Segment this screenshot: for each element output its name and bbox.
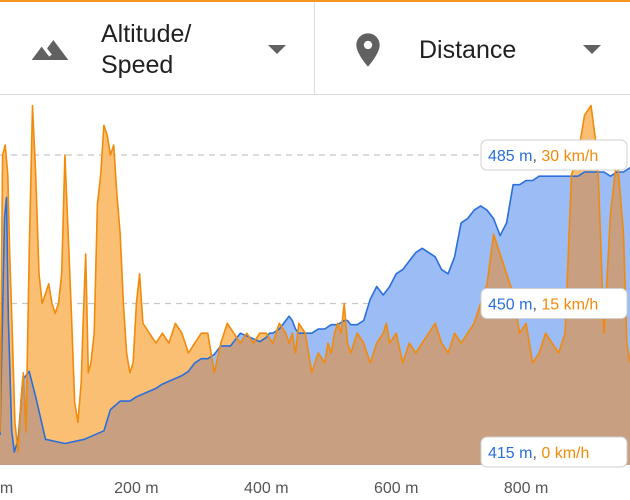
speed-tick-label: 15 km/h bbox=[541, 297, 598, 314]
x-tick-label: 800 m bbox=[504, 480, 548, 497]
speed-line bbox=[0, 104, 630, 453]
altitude-tick-label: 450 m bbox=[488, 297, 532, 314]
altitude-tick-label: 485 m bbox=[488, 148, 532, 165]
y-axis-badge: 485 m, 30 km/h bbox=[480, 139, 628, 171]
x-axis-label: Distance bbox=[419, 36, 517, 64]
y-axis-label-line2: Speed bbox=[101, 51, 174, 79]
x-tick-label: 600 m bbox=[374, 480, 418, 497]
altitude-line bbox=[0, 167, 630, 453]
y-axis-badge: 415 m, 0 km/h bbox=[480, 436, 628, 468]
x-tick-label: 200 m bbox=[114, 480, 158, 497]
altitude-speed-chart[interactable]: 485 m, 30 km/h 450 m, 15 km/h 415 m, 0 km/… bbox=[0, 95, 630, 500]
x-tick-label: 400 m bbox=[244, 480, 288, 497]
altitude-tick-label: 415 m bbox=[488, 445, 532, 462]
chevron-down-icon bbox=[268, 45, 286, 54]
chevron-down-icon bbox=[583, 45, 601, 54]
speed-tick-label: 30 km/h bbox=[541, 148, 598, 165]
svg-text:485 m, 30 km/h: 485 m, 30 km/h bbox=[488, 148, 598, 165]
map-pin-icon bbox=[356, 33, 380, 67]
svg-text:415 m, 0 km/h: 415 m, 0 km/h bbox=[488, 445, 589, 462]
svg-text:450 m, 15 km/h: 450 m, 15 km/h bbox=[488, 297, 598, 314]
y-axis-selector[interactable]: Altitude/ Speed bbox=[0, 2, 315, 95]
speed-tick-label: 0 km/h bbox=[541, 445, 589, 462]
chart-toolbar: Altitude/ Speed Distance bbox=[0, 0, 630, 95]
x-tick-label: m bbox=[0, 480, 13, 497]
x-axis-selector[interactable]: Distance bbox=[315, 2, 630, 95]
y-axis-label-line1: Altitude/ bbox=[101, 20, 192, 48]
terrain-icon bbox=[31, 40, 69, 60]
y-axis-badge: 450 m, 15 km/h bbox=[480, 288, 628, 319]
